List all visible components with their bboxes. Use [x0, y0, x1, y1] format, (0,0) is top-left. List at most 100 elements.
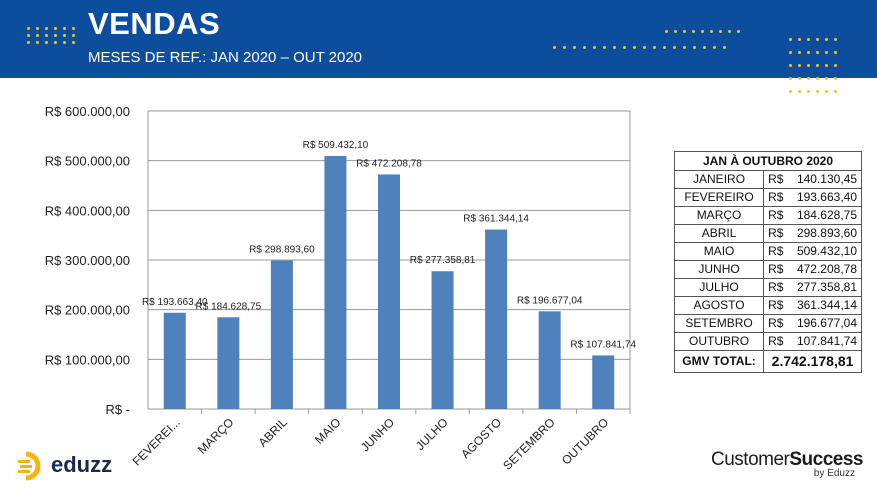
bar [163, 312, 186, 409]
data-label: R$ 184.628,75 [196, 301, 262, 312]
table-month: OUTUBRO [673, 332, 765, 351]
data-label: R$ 298.893,60 [249, 245, 315, 256]
x-tick-label: MARÇO [195, 415, 236, 456]
table-amount: 107.841,74 [796, 334, 857, 348]
table-currency: R$ [768, 262, 784, 276]
page-title: VENDAS [88, 6, 221, 41]
header-banner: VENDAS MESES DE REF.: JAN 2020 – OUT 202… [0, 0, 877, 78]
data-label: R$ 472.208,78 [356, 158, 422, 169]
table-row: JULHO R$ 277.358,81 [673, 278, 862, 297]
data-label: R$ 107.841,74 [570, 339, 636, 350]
y-tick-label: R$ 100.000,00 [45, 352, 130, 367]
x-tick-label: OUTUBRO [559, 415, 611, 467]
table-row: JANEIRO R$ 140.130,45 [673, 170, 862, 189]
table-row: MARÇO R$ 184.628,75 [673, 206, 862, 225]
bar [378, 174, 400, 409]
total-label: GMV TOTAL: [673, 350, 765, 373]
cs-word-success: Success [789, 449, 863, 470]
data-label: R$ 277.358,81 [410, 255, 476, 266]
bar [592, 355, 615, 409]
sales-summary-table: JAN À OUTUBRO 2020 JANEIRO R$ 140.130,45 FE… [673, 151, 862, 373]
table-amount: 184.628,75 [796, 208, 857, 222]
table-month: MAIO [673, 242, 765, 261]
bar [217, 317, 240, 409]
table-value: R$ 298.893,60 [763, 224, 862, 243]
table-currency: R$ [768, 334, 784, 348]
y-tick-label: R$ 500.000,00 [45, 154, 130, 169]
table-row: FEVEREIRO R$ 193.663,40 [673, 188, 862, 207]
table-amount: 140.130,45 [796, 172, 857, 186]
table-value: R$ 107.841,74 [763, 332, 862, 351]
y-tick-label: R$ 600.000,00 [45, 104, 130, 119]
table-month: JANEIRO [673, 170, 765, 189]
x-tick-label: JUNHO [358, 415, 397, 454]
table-amount: 193.663,40 [796, 190, 857, 204]
decorative-dots-left [27, 27, 75, 44]
data-label: R$ 196.677,04 [517, 295, 583, 306]
table-value: R$ 472.208,78 [763, 260, 862, 279]
x-tick-label: MAIO [312, 415, 344, 447]
eduzz-logo: eduzz [16, 449, 156, 483]
data-label: R$ 509.432,10 [303, 140, 369, 151]
page-subtitle: MESES DE REF.: JAN 2020 – OUT 2020 [88, 49, 363, 66]
cs-byline: by Eduzz [813, 468, 855, 479]
table-value: R$ 193.663,40 [763, 188, 862, 207]
table-row: MAIO R$ 509.432,10 [673, 242, 862, 261]
decorative-dots-right-mid [553, 46, 726, 49]
table-row: SETEMBRO R$ 196.677,04 [673, 314, 862, 333]
y-axis-tick-labels: R$ - R$ 100.000,00 R$ 200.000,00 R$ 300.000… [45, 104, 130, 417]
table-month: AGOSTO [673, 296, 765, 315]
table-row: OUTUBRO R$ 107.841,74 [673, 332, 862, 351]
decorative-dots-corner [789, 38, 837, 93]
bar [538, 311, 561, 409]
data-label: R$ 193.663,40 [142, 297, 208, 308]
table-amount: 298.893,60 [796, 226, 857, 240]
y-tick-label: R$ 300.000,00 [45, 253, 130, 268]
total-value: 2.742.178,81 [763, 350, 862, 373]
bar [270, 260, 293, 409]
table-value: R$ 277.358,81 [763, 278, 862, 297]
eduzz-mark-icon [18, 451, 41, 481]
table-value: R$ 509.432,10 [763, 242, 862, 261]
chart-bars [163, 155, 615, 409]
table-row: ABRIL R$ 298.893,60 [673, 224, 862, 243]
x-tick-label: JULHO [413, 415, 451, 453]
table-month: SETEMBRO [673, 314, 765, 333]
x-axis-tick-labels: FEVEREI... MARÇO ABRIL MAIO JUNHO JULHO AGOSTO… [130, 415, 612, 473]
y-tick-label: R$ 400.000,00 [45, 203, 130, 218]
table-amount: 196.677,04 [796, 316, 857, 330]
x-tick-label: AGOSTO [458, 415, 504, 461]
table-amount: 509.432,10 [796, 244, 857, 258]
table-currency: R$ [768, 172, 784, 186]
bar [431, 271, 454, 409]
cs-word-customer: Customer [711, 449, 790, 470]
sales-bar-chart: R$ - R$ 100.000,00 R$ 200.000,00 R$ 300.000… [45, 104, 637, 473]
table-value: R$ 140.130,45 [763, 170, 862, 189]
table-value: R$ 196.677,04 [763, 314, 862, 333]
decorative-dots-right-top [665, 30, 740, 33]
table-month: ABRIL [673, 224, 765, 243]
chart-data-labels: R$ 193.663,40R$ 184.628,75 R$ 298.893,60 R… [142, 140, 636, 350]
table-body: JANEIRO R$ 140.130,45 FEVEREIRO R$ 193.663,40… [673, 170, 862, 351]
table-row: JUNHO R$ 472.208,78 [673, 260, 862, 279]
table-currency: R$ [768, 316, 784, 330]
table-currency: R$ [768, 190, 784, 204]
x-tick-label: ABRIL [256, 415, 291, 450]
table-currency: R$ [768, 280, 784, 294]
table-row: AGOSTO R$ 361.344,14 [673, 296, 862, 315]
table-value: R$ 361.344,14 [763, 296, 862, 315]
table-month: JUNHO [673, 260, 765, 279]
bar [485, 229, 508, 409]
table-month: JULHO [673, 278, 765, 297]
table-value: R$ 184.628,75 [763, 206, 862, 225]
y-tick-label: R$ - [105, 402, 130, 417]
y-tick-label: R$ 200.000,00 [45, 303, 130, 318]
x-tick-label: SETEMBRO [500, 415, 558, 473]
bar [324, 155, 347, 409]
table-currency: R$ [768, 208, 784, 222]
table-month: FEVEREIRO [673, 188, 765, 207]
table-month: MARÇO [673, 206, 765, 225]
table-amount: 361.344,14 [796, 298, 857, 312]
table-amount: 277.358,81 [796, 280, 857, 294]
customer-success-logo: CustomerSuccess by Eduzz [693, 449, 863, 489]
